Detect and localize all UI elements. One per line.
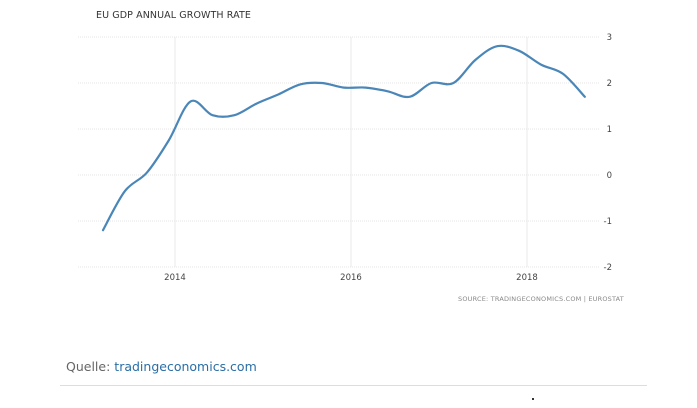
- source-caption: Quelle: tradingeconomics.com: [66, 359, 257, 374]
- y-tick-label: 1: [607, 125, 612, 135]
- divider: [60, 385, 647, 386]
- y-tick-label: 2: [607, 79, 612, 89]
- x-tick-label: 2014: [164, 273, 186, 283]
- y-tick-label: 0: [607, 171, 612, 181]
- source-label: Quelle:: [66, 359, 111, 374]
- y-tick-label: -2: [604, 263, 612, 273]
- source-link[interactable]: tradingeconomics.com: [114, 359, 257, 374]
- x-tick-label: 2018: [516, 273, 538, 283]
- y-tick-label: 3: [607, 33, 612, 43]
- dot: [532, 398, 534, 400]
- line-chart: 2014 2016 2018 3 2 1 0 -1 -2: [78, 33, 612, 283]
- series-line: [101, 44, 586, 232]
- x-tick-label: 2016: [340, 273, 362, 283]
- y-tick-label: -1: [604, 217, 612, 227]
- chart-title: EU GDP ANNUAL GROWTH RATE: [96, 10, 251, 21]
- chart-source: SOURCE: TRADINGECONOMICS.COM | EUROSTAT: [458, 295, 624, 303]
